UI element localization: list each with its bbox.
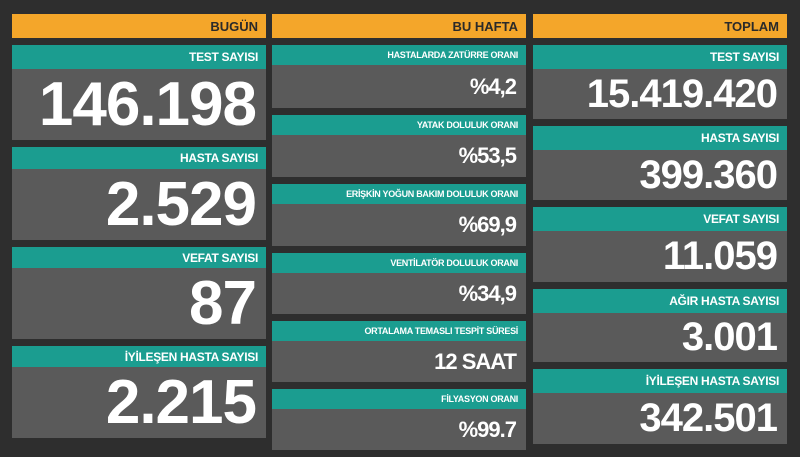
column: TOPLAM TEST SAYISI 15.419.420 HASTA SAYISI 3… xyxy=(533,14,787,451)
stat-card: ORTALAMA TEMASLI TESPİT SÜRESİ 12 SAAT xyxy=(272,321,526,382)
stat-label: HASTA SAYISI xyxy=(533,126,787,150)
stat-card: VEFAT SAYISI 87 xyxy=(12,247,266,339)
stat-label: YATAK DOLULUK ORANI xyxy=(272,115,526,135)
stat-value: %69,9 xyxy=(272,204,526,246)
stat-card: TEST SAYISI 146.198 xyxy=(12,45,266,140)
stat-label: TEST SAYISI xyxy=(12,45,266,69)
stat-card: İYİLEŞEN HASTA SAYISI 342.501 xyxy=(533,369,787,444)
column-header: BU HAFTA xyxy=(272,14,526,38)
stat-value: 146.198 xyxy=(12,69,266,140)
stat-label: VEFAT SAYISI xyxy=(12,247,266,268)
stat-value: 11.059 xyxy=(533,231,787,282)
stat-label: VEFAT SAYISI xyxy=(533,207,787,231)
column: BU HAFTA HASTALARDA ZATÜRRE ORANI %4,2 YATA… xyxy=(272,14,526,457)
column: BUGÜN TEST SAYISI 146.198 HASTA SAYISI 2.529… xyxy=(12,14,266,445)
stat-value: 2.529 xyxy=(12,169,266,240)
stat-value: %4,2 xyxy=(272,65,526,108)
stat-card: VEFAT SAYISI 11.059 xyxy=(533,207,787,282)
stat-label: TEST SAYISI xyxy=(533,45,787,69)
stat-value: 2.215 xyxy=(12,367,266,438)
stat-value: %53,5 xyxy=(272,135,526,177)
column-header: BUGÜN xyxy=(12,14,266,38)
stat-card: TEST SAYISI 15.419.420 xyxy=(533,45,787,119)
stat-label: ORTALAMA TEMASLI TESPİT SÜRESİ xyxy=(272,321,526,341)
stat-card: YATAK DOLULUK ORANI %53,5 xyxy=(272,115,526,177)
stat-value: 15.419.420 xyxy=(533,69,787,119)
stat-value: 87 xyxy=(12,268,266,339)
stat-label: İYİLEŞEN HASTA SAYISI xyxy=(12,346,266,367)
stat-label: AĞIR HASTA SAYISI xyxy=(533,289,787,313)
column-header: TOPLAM xyxy=(533,14,787,38)
stat-card: AĞIR HASTA SAYISI 3.001 xyxy=(533,289,787,362)
stat-label: ERİŞKİN YOĞUN BAKIM DOLULUK ORANI xyxy=(272,184,526,204)
stat-label: İYİLEŞEN HASTA SAYISI xyxy=(533,369,787,393)
stat-label: HASTALARDA ZATÜRRE ORANI xyxy=(272,45,526,65)
stat-value: 3.001 xyxy=(533,313,787,362)
stat-card: HASTA SAYISI 2.529 xyxy=(12,147,266,240)
stat-card: FİLYASYON ORANI %99.7 xyxy=(272,389,526,450)
stat-card: İYİLEŞEN HASTA SAYISI 2.215 xyxy=(12,346,266,438)
stat-label: HASTA SAYISI xyxy=(12,147,266,169)
stat-card: HASTA SAYISI 399.360 xyxy=(533,126,787,200)
stat-value: 399.360 xyxy=(533,150,787,200)
stat-value: %99.7 xyxy=(272,409,526,450)
stat-card: VENTİLATÖR DOLULUK ORANI %34,9 xyxy=(272,253,526,314)
stat-value: 342.501 xyxy=(533,393,787,444)
stat-label: FİLYASYON ORANI xyxy=(272,389,526,409)
stat-card: ERİŞKİN YOĞUN BAKIM DOLULUK ORANI %69,9 xyxy=(272,184,526,246)
stat-card: HASTALARDA ZATÜRRE ORANI %4,2 xyxy=(272,45,526,108)
stat-label: VENTİLATÖR DOLULUK ORANI xyxy=(272,253,526,273)
stat-value: 12 SAAT xyxy=(272,341,526,382)
stat-value: %34,9 xyxy=(272,273,526,314)
